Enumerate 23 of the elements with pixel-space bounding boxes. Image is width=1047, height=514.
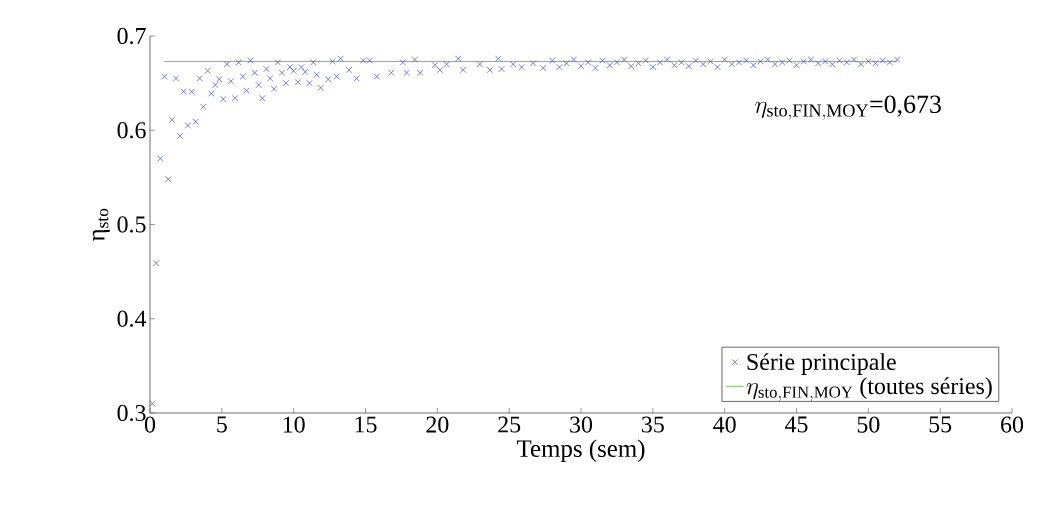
x-tick-label: 0 [144, 416, 156, 433]
x-tick-label: 25 [498, 416, 521, 433]
x-tick-label: 30 [570, 416, 593, 433]
x-tick-label: 45 [785, 416, 808, 433]
y-tick-label: 0.6 [117, 122, 146, 139]
x-tick-label: 15 [355, 416, 377, 433]
annotation: $\eta_{\mathrm{sto,FIN,MOY}}\hbox{=0,673}$ [755, 95, 941, 120]
x-tick-label: 40 [713, 416, 736, 433]
x-axis-title: Temps (sem) [516, 439, 645, 463]
x-tick-label: 5 [217, 416, 227, 433]
y-tick-label: 0.7 [117, 27, 146, 45]
y-axis-title: η$_{sto}$ [92, 208, 110, 242]
y-tick-label: 0.4 [117, 310, 147, 327]
x-tick-label: 55 [929, 416, 952, 433]
legend-label: Série principale [747, 353, 896, 375]
x-tick-label: 10 [283, 416, 305, 433]
x-tick-label: 50 [857, 416, 880, 433]
x-tick-label: 60 [1001, 416, 1024, 433]
x-tick-label: 35 [642, 416, 664, 433]
legend-label: $\eta_{\mathrm{sto,FIN,MOY}}\hbox{ (toutes séries)}$ [746, 377, 992, 401]
x-tick-label: 20 [426, 416, 449, 433]
y-tick-label: 0.5 [117, 216, 146, 233]
y-tick-label: 0.3 [117, 404, 146, 422]
